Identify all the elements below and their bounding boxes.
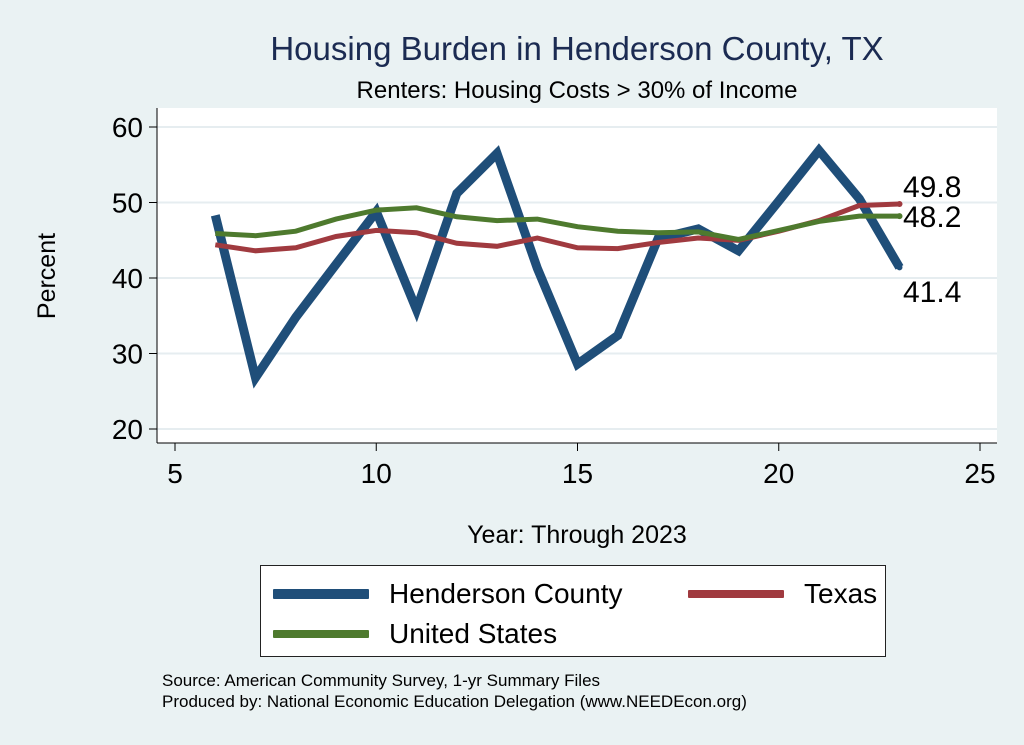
legend-swatch-us — [273, 630, 369, 638]
legend-swatch-texas — [688, 590, 784, 598]
legend-item-texas: Texas — [688, 578, 877, 610]
series-henderson-county — [210, 143, 904, 389]
y-tick-label-60: 60 — [112, 112, 143, 143]
chart-title: Housing Burden in Henderson County, TX — [270, 30, 883, 67]
legend-item-us: United States — [273, 618, 557, 650]
plot-area — [157, 108, 997, 443]
point-texas-23 — [896, 201, 903, 208]
legend-swatch-henderson — [273, 589, 369, 599]
x-axis-label: Year: Through 2023 — [467, 521, 687, 549]
legend-label-us: United States — [389, 618, 558, 649]
legend-label-henderson: Henderson County — [389, 578, 623, 609]
y-ticks: 20 30 40 50 60 — [112, 112, 157, 445]
y-tick-label-50: 50 — [112, 188, 143, 219]
series-line-henderson-county — [210, 143, 904, 389]
legend-label-texas: Texas — [804, 578, 878, 609]
y-tick-label-40: 40 — [112, 263, 143, 294]
source-note: Source: American Community Survey, 1-yr … — [162, 671, 601, 690]
y-axis-label: Percent — [33, 233, 61, 319]
y-tick-label-20: 20 — [112, 414, 143, 445]
x-tick-label-10: 10 — [361, 458, 392, 489]
x-ticks: 5 10 15 20 25 — [167, 443, 996, 489]
annotation-texas-last: 49.8 — [903, 171, 961, 204]
x-tick-label-25: 25 — [964, 458, 995, 489]
x-tick-label-5: 5 — [167, 458, 183, 489]
series-layer — [210, 143, 904, 389]
series-line-united-states — [215, 205, 900, 243]
series-united-states — [215, 205, 903, 243]
point-henderson-county-23 — [896, 264, 903, 271]
point-united-states-23 — [896, 213, 903, 220]
producer-note: Produced by: National Economic Education… — [162, 692, 747, 711]
legend: Henderson County Texas United States — [260, 565, 886, 657]
legend-item-henderson: Henderson County — [273, 578, 622, 610]
x-tick-label-20: 20 — [763, 458, 794, 489]
y-tick-label-30: 30 — [112, 339, 143, 370]
annotation-us-last: 48.2 — [903, 201, 961, 234]
annotation-henderson-last: 41.4 — [903, 276, 961, 309]
x-tick-label-15: 15 — [562, 458, 593, 489]
chart-subtitle: Renters: Housing Costs > 30% of Income — [357, 77, 798, 104]
